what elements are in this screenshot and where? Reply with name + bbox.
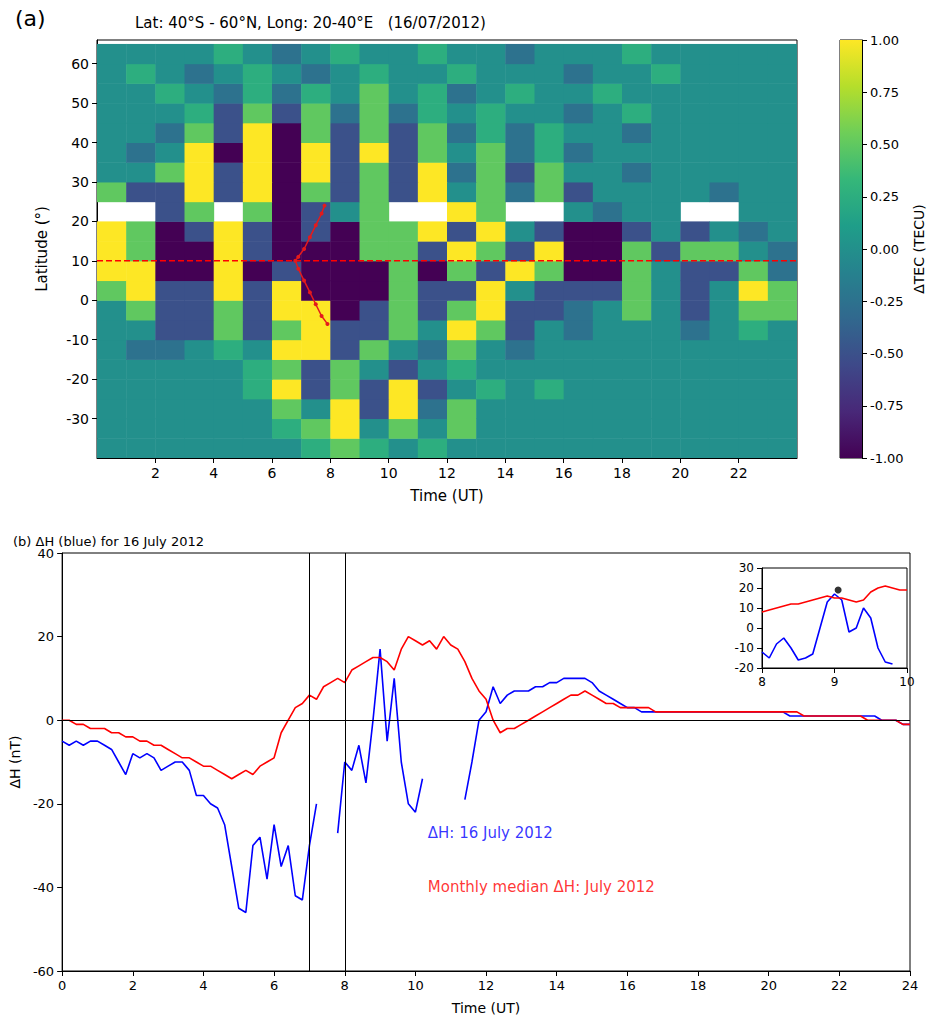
- svg-text:0: 0: [58, 978, 66, 993]
- svg-text:-20: -20: [33, 796, 54, 811]
- svg-text:-40: -40: [33, 880, 54, 895]
- svg-text:20: 20: [38, 629, 55, 644]
- svg-text:Latitude (°): Latitude (°): [33, 206, 51, 292]
- svg-text:24: 24: [902, 978, 919, 993]
- svg-text:16: 16: [619, 978, 636, 993]
- svg-text:6: 6: [270, 978, 278, 993]
- svg-text:8: 8: [326, 465, 335, 481]
- svg-text:-20: -20: [734, 661, 754, 675]
- svg-text:14: 14: [548, 978, 565, 993]
- svg-text:-1.00: -1.00: [870, 451, 904, 466]
- svg-text:ΔTEC (TECU): ΔTEC (TECU): [911, 204, 927, 294]
- svg-text:4: 4: [199, 978, 207, 993]
- svg-text:40: 40: [37, 545, 55, 561]
- svg-text:-60: -60: [33, 964, 54, 979]
- svg-text:-10: -10: [734, 641, 754, 655]
- svg-text:18: 18: [690, 978, 707, 993]
- svg-text:8: 8: [341, 978, 349, 993]
- svg-text:ΔH: 16 July 2012: ΔH: 16 July 2012: [428, 824, 553, 842]
- svg-text:Time (UT): Time (UT): [451, 1000, 520, 1016]
- svg-text:22: 22: [831, 978, 848, 993]
- svg-text:0.00: 0.00: [870, 242, 899, 257]
- svg-text:Time (UT): Time (UT): [409, 487, 483, 505]
- svg-text:10: 10: [71, 253, 89, 269]
- svg-text:20: 20: [739, 581, 754, 595]
- svg-text:ΔH (nT): ΔH (nT): [7, 736, 23, 789]
- svg-text:20: 20: [71, 213, 89, 229]
- svg-text:22: 22: [730, 465, 748, 481]
- svg-text:30: 30: [71, 174, 89, 190]
- svg-text:10: 10: [739, 601, 754, 615]
- svg-text:20: 20: [760, 978, 777, 993]
- svg-text:16: 16: [555, 465, 573, 481]
- svg-text:18: 18: [613, 465, 631, 481]
- svg-text:-10: -10: [66, 332, 89, 348]
- svg-text:-20: -20: [66, 371, 89, 387]
- svg-text:1.00: 1.00: [870, 33, 899, 48]
- svg-text:-30: -30: [66, 411, 89, 427]
- svg-text:10: 10: [407, 978, 424, 993]
- svg-text:Lat: 40°S - 60°N, Long: 20-40°: Lat: 40°S - 60°N, Long: 20-40°E (16/07/2…: [135, 14, 486, 32]
- svg-text:0: 0: [46, 713, 54, 728]
- svg-text:-0.75: -0.75: [870, 398, 904, 413]
- svg-text:2: 2: [151, 465, 160, 481]
- svg-text:12: 12: [478, 978, 495, 993]
- svg-text:0.50: 0.50: [870, 137, 899, 152]
- svg-text:10: 10: [899, 675, 914, 689]
- svg-text:6: 6: [268, 465, 277, 481]
- svg-text:30: 30: [739, 561, 754, 575]
- svg-text:9: 9: [831, 675, 839, 689]
- svg-text:60: 60: [71, 56, 89, 72]
- svg-text:Monthly median ΔH: July 2012: Monthly median ΔH: July 2012: [428, 878, 655, 896]
- svg-text:20: 20: [671, 465, 689, 481]
- svg-text:(b) ΔH (blue) for 16 July 2012: (b) ΔH (blue) for 16 July 2012: [13, 534, 204, 549]
- svg-text:40: 40: [71, 135, 89, 151]
- svg-text:0.25: 0.25: [870, 189, 899, 204]
- svg-text:14: 14: [496, 465, 514, 481]
- svg-text:50: 50: [71, 95, 89, 111]
- svg-text:0.75: 0.75: [870, 85, 899, 100]
- svg-text:0: 0: [80, 292, 89, 308]
- svg-text:2: 2: [129, 978, 137, 993]
- svg-text:0: 0: [746, 621, 754, 635]
- svg-text:(a): (a): [15, 6, 46, 31]
- svg-text:8: 8: [758, 675, 766, 689]
- svg-text:12: 12: [438, 465, 456, 481]
- svg-text:4: 4: [209, 465, 218, 481]
- svg-text:-0.25: -0.25: [870, 294, 904, 309]
- svg-text:-0.50: -0.50: [870, 346, 904, 361]
- svg-text:10: 10: [380, 465, 398, 481]
